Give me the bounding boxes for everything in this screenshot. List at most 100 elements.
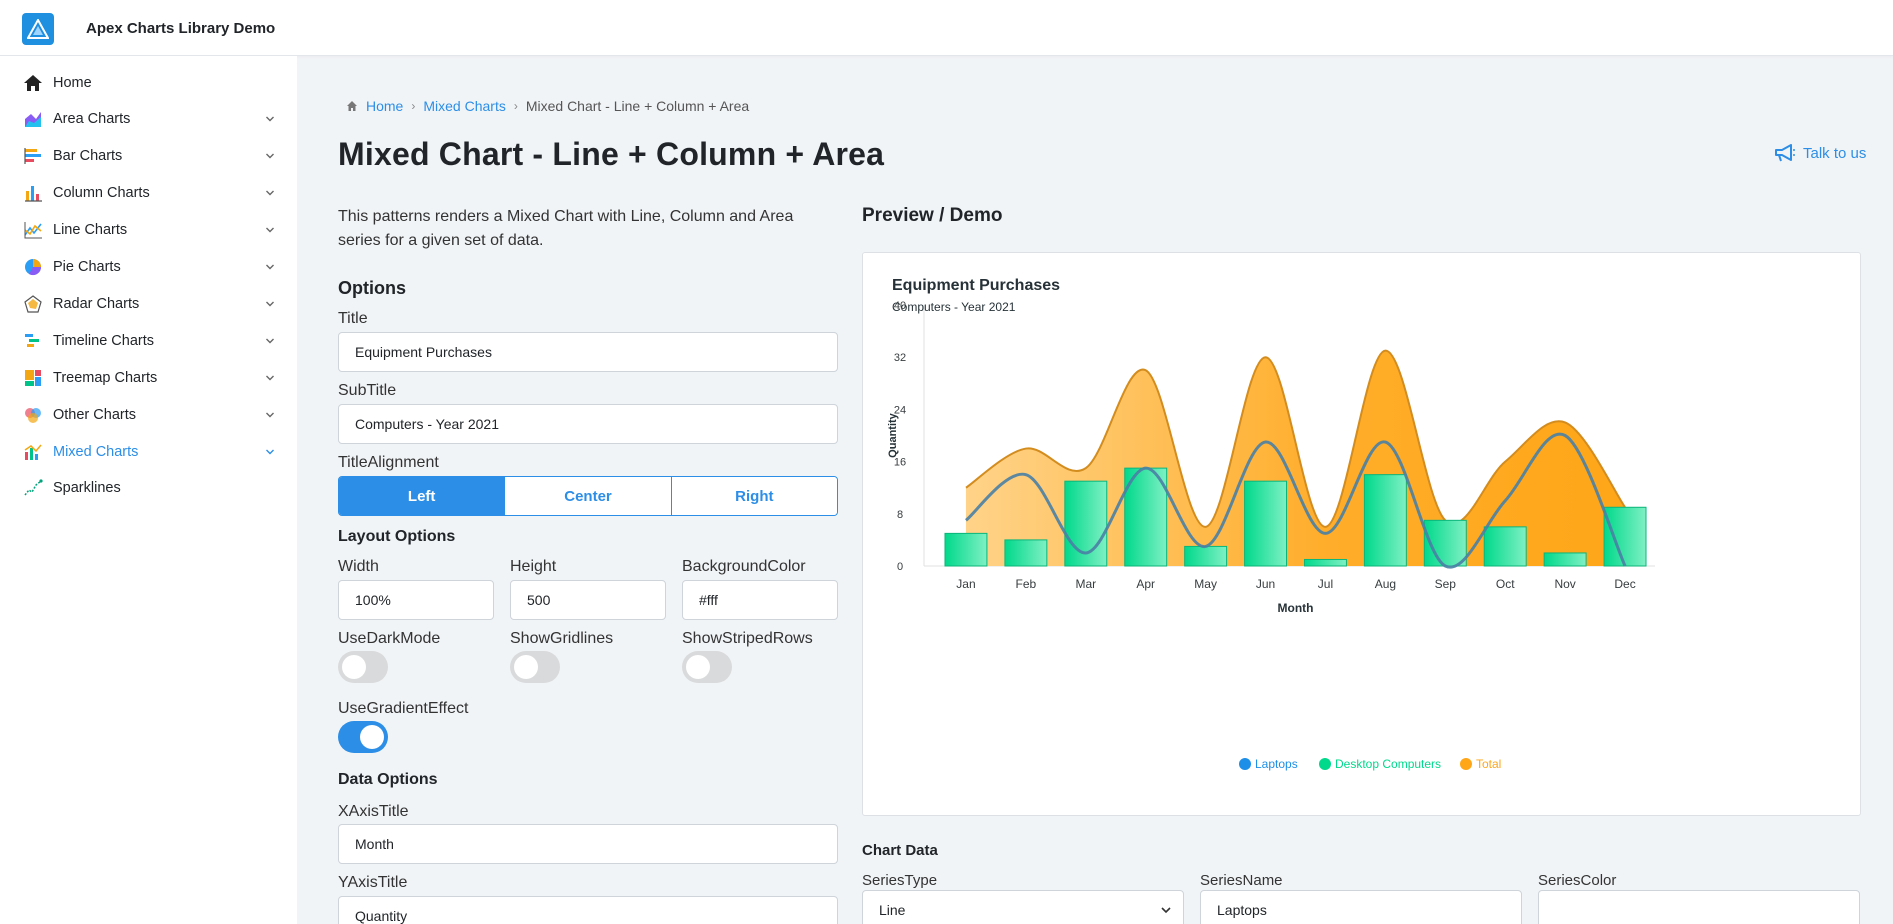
pie-chart-icon <box>23 257 43 277</box>
sidebar-item-label: Area Charts <box>53 111 131 128</box>
sidebar-item-bar-charts[interactable]: Bar Charts <box>0 138 297 175</box>
breadcrumb-home-link[interactable]: Home <box>366 98 404 114</box>
sparkline-icon <box>23 478 43 498</box>
sidebar-item-line-charts[interactable]: Line Charts <box>0 212 297 249</box>
bar-chart-icon <box>23 146 43 166</box>
align-center-button[interactable]: Center <box>505 477 672 515</box>
chevron-down-icon[interactable] <box>265 373 275 383</box>
chevron-down-icon[interactable] <box>265 262 275 272</box>
chevron-down-icon[interactable] <box>265 114 275 124</box>
sidebar-item-pie-charts[interactable]: Pie Charts <box>0 249 297 286</box>
series-color-input[interactable] <box>1538 890 1860 924</box>
sidebar-item-label: Mixed Charts <box>53 443 139 460</box>
x-tick-label: Dec <box>1614 577 1635 591</box>
column-desktop-bar[interactable] <box>1603 506 1647 567</box>
layout-options-heading: Layout Options <box>338 528 456 545</box>
sidebar-item-label: Bar Charts <box>53 148 123 165</box>
gradient-effect-toggle[interactable] <box>338 721 388 753</box>
column-desktop-bar[interactable] <box>1004 539 1048 567</box>
app-title: Apex Charts Library Demo <box>86 20 276 37</box>
mixed-chart-icon <box>23 442 43 462</box>
column-desktop-bar[interactable] <box>1064 480 1108 567</box>
sidebar-item-other-charts[interactable]: Other Charts <box>0 396 297 433</box>
talk-to-us-link[interactable]: Talk to us <box>1774 144 1866 162</box>
align-right-button[interactable]: Right <box>671 477 837 515</box>
height-label: Height <box>510 558 557 575</box>
column-desktop-bar[interactable] <box>944 532 988 567</box>
home-icon <box>23 73 43 93</box>
line-laptops <box>964 432 1627 569</box>
legend-label: Total <box>1476 757 1501 771</box>
column-desktop-bar[interactable] <box>1124 467 1168 567</box>
breadcrumb-section-link[interactable]: Mixed Charts <box>423 98 506 114</box>
column-desktop-bar[interactable] <box>1244 480 1288 567</box>
y-tick-label: 0 <box>897 561 903 573</box>
legend-marker[interactable] <box>1239 758 1251 770</box>
sidebar-item-label: Treemap Charts <box>53 369 158 386</box>
column-desktop-bar[interactable] <box>1184 545 1228 567</box>
top-bar: Apex Charts Library Demo <box>0 0 1893 56</box>
x-tick-label: Nov <box>1554 577 1575 591</box>
legend-marker[interactable] <box>1319 758 1331 770</box>
height-input[interactable]: 500 <box>510 580 666 620</box>
title-alignment-group: Left Center Right <box>338 476 838 516</box>
sidebar-item-radar-charts[interactable]: Radar Charts <box>0 285 297 322</box>
sidebar-item-home[interactable]: Home <box>0 64 297 101</box>
sidebar-item-label: Radar Charts <box>53 295 140 312</box>
x-tick-label: Aug <box>1375 577 1396 591</box>
chevron-down-icon[interactable] <box>265 447 275 457</box>
chevron-down-icon <box>1161 907 1171 914</box>
yaxis-title-label: YAxisTitle <box>338 874 408 891</box>
background-color-input[interactable]: #fff <box>682 580 838 620</box>
x-tick-label: Sep <box>1435 577 1457 591</box>
page-description: This patterns renders a Mixed Chart with… <box>338 208 794 249</box>
x-tick-label: Apr <box>1136 577 1155 591</box>
dark-mode-toggle[interactable] <box>338 651 388 683</box>
series-type-value: Line <box>879 902 906 918</box>
apex-logo-icon[interactable] <box>22 13 54 45</box>
sidebar-item-area-charts[interactable]: Area Charts <box>0 101 297 138</box>
chevron-down-icon[interactable] <box>265 188 275 198</box>
chevron-down-icon[interactable] <box>265 151 275 161</box>
series-type-label: SeriesType <box>862 872 938 889</box>
megaphone-icon <box>1775 144 1795 162</box>
legend-marker[interactable] <box>1460 758 1472 770</box>
sidebar-item-mixed-charts[interactable]: Mixed Charts <box>0 433 297 470</box>
sidebar-item-timeline-charts[interactable]: Timeline Charts <box>0 322 297 359</box>
legend-label: Desktop Computers <box>1335 757 1441 771</box>
breadcrumb-separator: › <box>411 99 416 113</box>
xaxis-title-input[interactable]: Month <box>338 824 838 864</box>
gradient-effect-label: UseGradientEffect <box>338 700 469 717</box>
title-input[interactable]: Equipment Purchases <box>338 332 838 372</box>
dark-mode-label: UseDarkMode <box>338 630 441 647</box>
column-desktop-bar[interactable] <box>1483 526 1527 567</box>
sidebar-item-label: Column Charts <box>53 185 150 202</box>
toggle-knob <box>686 655 710 679</box>
striped-rows-toggle[interactable] <box>682 651 732 683</box>
width-label: Width <box>338 558 379 575</box>
width-input[interactable]: 100% <box>338 580 494 620</box>
breadcrumb: Home › Mixed Charts › Mixed Chart - Line… <box>346 98 749 114</box>
chevron-down-icon[interactable] <box>265 225 275 235</box>
gridlines-toggle[interactable] <box>510 651 560 683</box>
chevron-down-icon[interactable] <box>265 299 275 309</box>
series-type-select[interactable]: Line <box>862 890 1184 924</box>
chevron-down-icon[interactable] <box>265 336 275 346</box>
column-desktop-bar[interactable] <box>1363 474 1407 567</box>
chevron-down-icon[interactable] <box>265 410 275 420</box>
sidebar-item-treemap-charts[interactable]: Treemap Charts <box>0 359 297 396</box>
subtitle-input[interactable]: Computers - Year 2021 <box>338 404 838 444</box>
sidebar-item-column-charts[interactable]: Column Charts <box>0 175 297 212</box>
gridlines-label: ShowGridlines <box>510 630 614 647</box>
chart-data-heading: Chart Data <box>862 842 938 859</box>
align-left-button[interactable]: Left <box>339 477 506 515</box>
x-tick-label: Jan <box>956 577 975 591</box>
series-name-input[interactable]: Laptops <box>1200 890 1522 924</box>
title-alignment-label: TitleAlignment <box>338 454 439 471</box>
column-desktop-bar[interactable] <box>1303 558 1347 567</box>
series-name-label: SeriesName <box>1200 872 1283 889</box>
x-tick-label: Jul <box>1318 577 1333 591</box>
column-desktop-bar[interactable] <box>1543 552 1587 567</box>
yaxis-title-input[interactable]: Quantity <box>338 896 838 924</box>
sidebar-item-sparklines[interactable]: Sparklines <box>0 470 297 507</box>
